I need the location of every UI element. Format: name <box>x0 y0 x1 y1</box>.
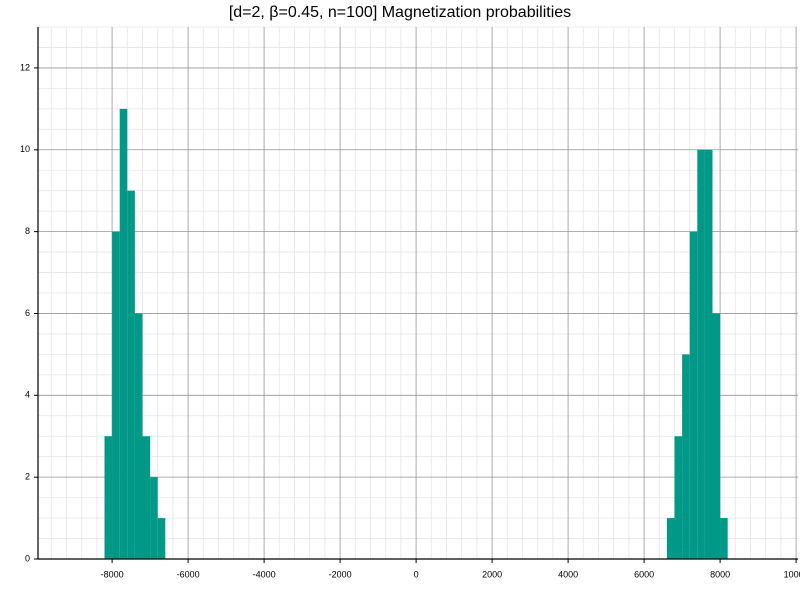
y-tick-label: 10 <box>20 144 30 154</box>
y-tick-label: 6 <box>25 308 30 318</box>
bar <box>112 231 120 559</box>
bar <box>689 231 698 559</box>
bar <box>674 436 683 559</box>
x-tick-label: 0 <box>414 569 419 579</box>
bar <box>157 518 166 559</box>
bar <box>150 477 158 559</box>
bar <box>127 190 135 559</box>
x-tick-label: -2000 <box>329 569 352 579</box>
bar <box>142 436 151 559</box>
bar <box>119 108 128 559</box>
chart-title: [d=2, β=0.45, n=100] Magnetization proba… <box>229 4 571 21</box>
bar <box>104 436 113 559</box>
bar <box>712 313 721 559</box>
x-tick-label: 2000 <box>482 569 502 579</box>
bar <box>682 354 690 559</box>
x-tick-label: 6000 <box>634 569 654 579</box>
bar <box>134 313 143 559</box>
x-tick-label: -8000 <box>101 569 124 579</box>
y-tick-label: 8 <box>25 226 30 236</box>
bar <box>704 149 713 559</box>
y-tick-label: 0 <box>25 553 30 563</box>
y-tick-label: 4 <box>25 390 30 400</box>
x-tick-label: 10000 <box>784 569 800 579</box>
x-tick-label: -4000 <box>253 569 276 579</box>
x-tick-label: -6000 <box>177 569 200 579</box>
bar <box>720 518 728 559</box>
y-tick-label: 12 <box>20 62 30 72</box>
bar <box>666 518 675 559</box>
x-tick-label: 8000 <box>710 569 730 579</box>
bar <box>697 149 705 559</box>
x-tick-label: 4000 <box>558 569 578 579</box>
y-tick-label: 2 <box>25 472 30 482</box>
